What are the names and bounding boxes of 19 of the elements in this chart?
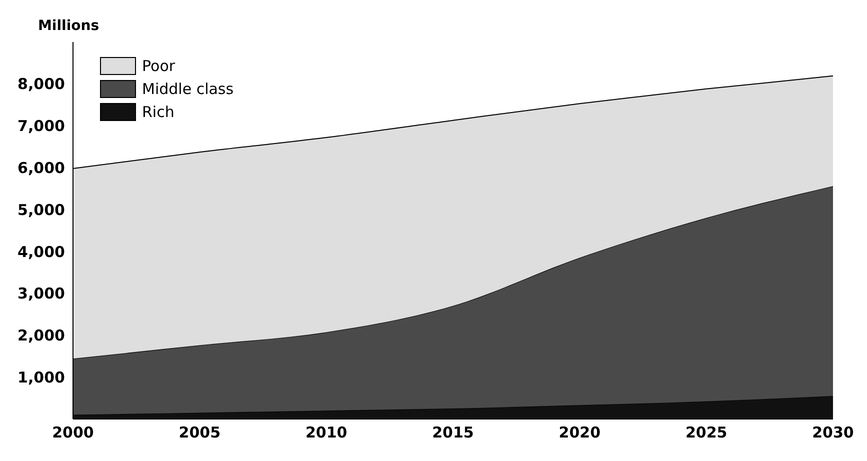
y-tick-label: 7,000	[18, 117, 65, 136]
y-axis-title: Millions	[38, 18, 100, 34]
legend-label: Middle class	[142, 80, 234, 98]
x-tick-label: 2005	[178, 424, 221, 442]
y-tick-label: 1,000	[18, 368, 65, 386]
y-tick-label: 8,000	[18, 75, 65, 94]
x-tick-label: 2015	[432, 424, 474, 442]
y-tick-label: 5,000	[18, 200, 65, 219]
x-tick-label: 2010	[305, 424, 348, 442]
legend-label: Rich	[142, 102, 174, 120]
y-tick-label: 2,000	[18, 326, 65, 345]
x-tick-label: 2020	[558, 424, 601, 442]
x-tick-label: 2030	[812, 424, 854, 442]
legend-label: Poor	[142, 56, 176, 74]
y-tick-label: 6,000	[18, 158, 65, 177]
y-tick-label: 4,000	[18, 242, 65, 261]
x-tick-label: 2025	[685, 424, 728, 442]
y-tick-label: 3,000	[18, 284, 65, 303]
x-tick-label: 2000	[52, 424, 94, 442]
